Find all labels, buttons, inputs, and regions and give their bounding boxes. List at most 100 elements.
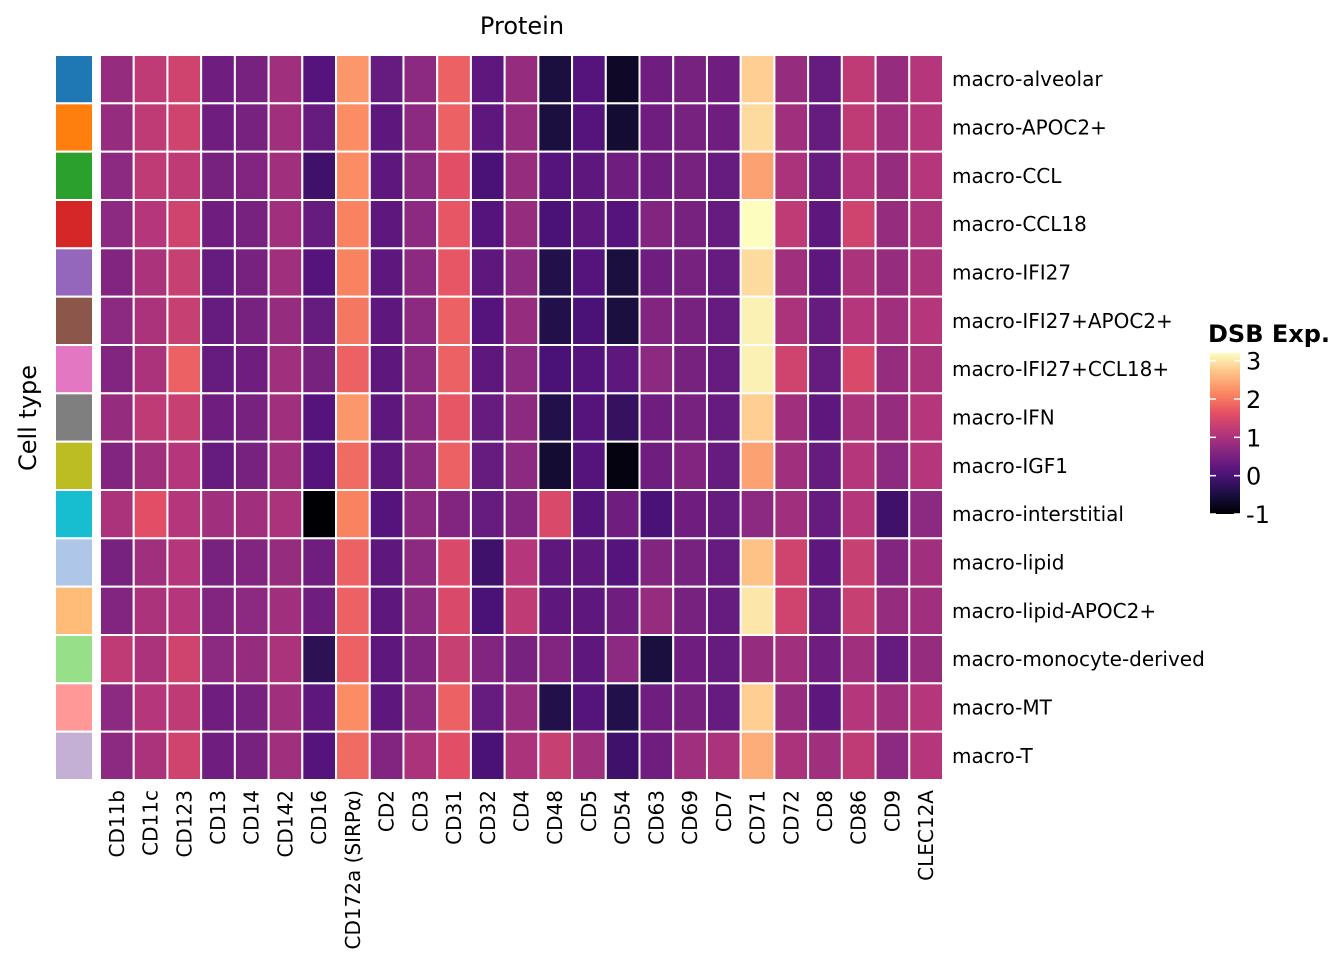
heatmap-cell	[604, 682, 641, 733]
heatmap-cell	[638, 54, 675, 105]
heatmap-cell	[166, 440, 203, 491]
heatmap-cell	[99, 585, 135, 637]
heatmap-cell	[233, 295, 270, 346]
heatmap-cell	[368, 730, 405, 782]
heatmap-cell	[368, 247, 405, 298]
heatmap-cell	[840, 682, 877, 733]
heatmap-cell	[672, 585, 708, 637]
heatmap-cell	[908, 440, 945, 491]
heatmap-cell	[807, 537, 843, 588]
x-tick-label: CD2	[375, 790, 399, 832]
heatmap-cell	[132, 730, 169, 782]
row-annotation-swatch	[54, 682, 94, 733]
heatmap-cell	[402, 537, 439, 588]
heatmap-cell	[267, 537, 304, 588]
heatmap-cell	[571, 199, 607, 250]
heatmap-cell	[335, 537, 371, 588]
y-tick-label: macro-IFI27	[952, 261, 1071, 285]
heatmap-cell	[436, 585, 472, 637]
row-annotation-swatch	[54, 54, 94, 105]
heatmap-cell	[773, 730, 810, 782]
heatmap-cell	[638, 344, 675, 395]
row-annotation-swatch	[54, 440, 94, 491]
x-tick-label: CD5	[577, 790, 601, 832]
heatmap-cell	[233, 489, 270, 540]
heatmap-cell	[301, 730, 338, 782]
heatmap-cell	[537, 199, 574, 250]
heatmap-cell	[874, 585, 911, 637]
legend-colorbar	[1210, 353, 1240, 514]
heatmap-cell	[436, 54, 472, 105]
heatmap-cell	[469, 537, 506, 588]
heatmap-cell	[267, 247, 304, 298]
heatmap-cell	[840, 634, 877, 685]
heatmap-cell	[402, 247, 439, 298]
heatmap-cell	[469, 392, 506, 443]
heatmap-cell	[807, 102, 843, 153]
heatmap-cell	[840, 247, 877, 298]
heatmap-cell	[908, 682, 945, 733]
row-annotation-swatch	[54, 199, 94, 250]
y-tick-label: macro-interstitial	[952, 502, 1124, 526]
heatmap-cell	[807, 585, 843, 637]
heatmap-cell	[233, 682, 270, 733]
legend-title: DSB Exp.	[1208, 320, 1330, 348]
heatmap-cell	[672, 54, 708, 105]
heatmap-cell	[402, 199, 439, 250]
heatmap-cell	[132, 634, 169, 685]
heatmap-cell	[773, 392, 810, 443]
heatmap-cell	[604, 730, 641, 782]
heatmap-cell	[368, 682, 405, 733]
heatmap-cell	[503, 102, 540, 153]
heatmap-cell	[739, 730, 776, 782]
heatmap-cell	[537, 247, 574, 298]
heatmap-cell	[503, 440, 540, 491]
x-tick-label: CD14	[240, 790, 264, 845]
y-tick-label: macro-IFI27+CCL18+	[952, 357, 1169, 381]
heatmap-cell	[335, 634, 371, 685]
heatmap-cell	[200, 392, 236, 443]
heatmap-cell	[402, 150, 439, 202]
heatmap-cell	[200, 295, 236, 346]
heatmap-cell	[705, 247, 742, 298]
legend-ticks: 3 2 1 0 -1	[1210, 348, 1270, 529]
y-tick-label: macro-IFN	[952, 406, 1055, 430]
heatmap-cell	[402, 682, 439, 733]
heatmap-cell	[840, 102, 877, 153]
heatmap-cell	[301, 295, 338, 346]
heatmap-cell	[301, 199, 338, 250]
heatmap-cell	[739, 102, 776, 153]
heatmap-cell	[436, 392, 472, 443]
heatmap-cell	[267, 489, 304, 540]
y-tick-label: macro-T	[952, 744, 1034, 768]
heatmap-cell	[672, 730, 708, 782]
heatmap-cell	[99, 150, 135, 202]
heatmap-cell	[807, 489, 843, 540]
heatmap-cell	[200, 440, 236, 491]
heatmap-cell	[503, 295, 540, 346]
row-color-bar	[54, 54, 94, 782]
heatmap-cell	[773, 634, 810, 685]
heatmap-cell	[166, 392, 203, 443]
heatmap-cell	[469, 295, 506, 346]
heatmap-cell	[368, 585, 405, 637]
x-tick-label: CD72	[779, 790, 803, 845]
heatmap-cell	[638, 102, 675, 153]
heatmap-cell	[301, 585, 338, 637]
heatmap-cell	[571, 489, 607, 540]
row-annotation-swatch	[54, 392, 94, 443]
heatmap-cell	[705, 54, 742, 105]
heatmap-cell	[571, 295, 607, 346]
heatmap-cell	[436, 295, 472, 346]
heatmap-cell	[267, 682, 304, 733]
y-tick-label: macro-CCL18	[952, 212, 1087, 236]
heatmap-cell	[874, 102, 911, 153]
heatmap-cell	[503, 682, 540, 733]
heatmap-cell	[705, 682, 742, 733]
heatmap-cell	[267, 392, 304, 443]
heatmap-cell	[773, 585, 810, 637]
heatmap-cell	[469, 730, 506, 782]
heatmap-cell	[233, 585, 270, 637]
x-tick-label: CD54	[611, 790, 635, 845]
heatmap-cell	[368, 392, 405, 443]
